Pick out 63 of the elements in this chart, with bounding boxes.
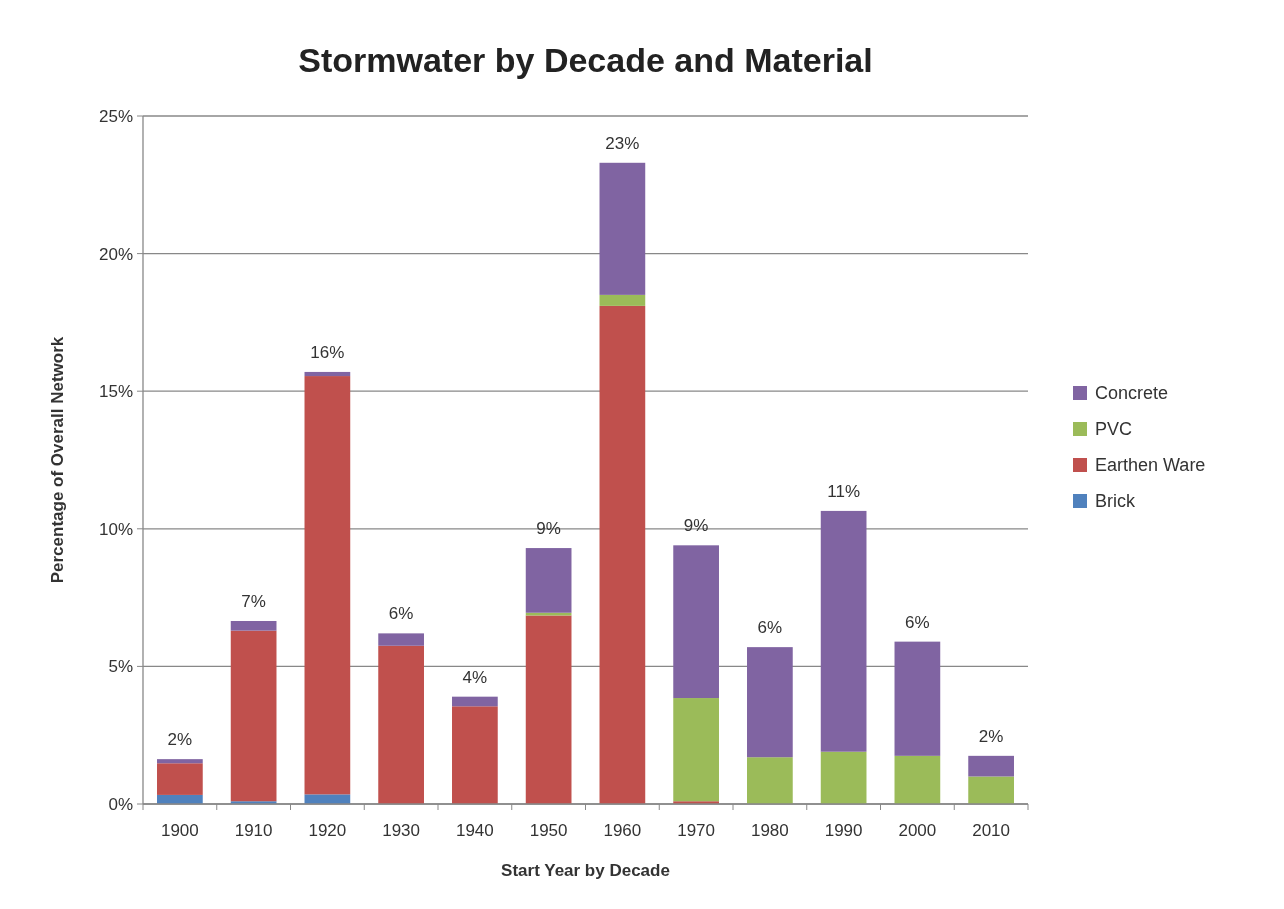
total-label: 2%	[978, 726, 1004, 746]
bar	[747, 757, 793, 804]
legend-label: Concrete	[1095, 383, 1169, 404]
bar	[599, 162, 646, 295]
bar	[230, 630, 277, 802]
bar	[894, 755, 941, 804]
total-label: 6%	[388, 604, 414, 624]
x-axis-title: Start Year by Decade	[501, 861, 670, 880]
bar	[525, 548, 572, 613]
bar	[157, 759, 203, 764]
y-axis-title: Percentage of Overall Network	[48, 336, 67, 584]
bar	[378, 645, 424, 804]
x-tick-label: 2010	[972, 821, 1011, 840]
y-tick-label: 15%	[98, 382, 133, 402]
legend-label: Brick	[1095, 491, 1136, 512]
y-tick-label: 0%	[108, 794, 133, 814]
bar	[452, 696, 498, 707]
total-label: 11%	[827, 481, 861, 501]
bar	[599, 305, 646, 804]
bar	[230, 620, 277, 631]
x-tick-label: 2000	[898, 821, 937, 840]
total-label: 6%	[757, 618, 783, 638]
bar	[525, 615, 572, 804]
bar	[304, 794, 351, 804]
bar	[378, 633, 424, 646]
bar	[452, 706, 498, 804]
bar	[820, 510, 867, 752]
total-label: 7%	[241, 591, 266, 611]
y-tick-label: 10%	[98, 519, 133, 539]
total-label: 6%	[905, 612, 930, 632]
x-tick-label: 1900	[160, 821, 199, 840]
legend-label: Earthen Ware	[1095, 455, 1206, 476]
x-tick-label: 1990	[824, 821, 863, 840]
total-label: 9%	[683, 516, 709, 536]
bar	[968, 776, 1014, 804]
x-tick-label: 1970	[677, 821, 716, 840]
total-label: 4%	[462, 667, 488, 687]
x-tick-label: 1930	[382, 821, 421, 840]
total-label: 2%	[167, 730, 193, 750]
total-label: 23%	[605, 133, 640, 153]
total-label: 9%	[536, 519, 561, 539]
x-tick-label: 1980	[750, 821, 789, 840]
x-tick-label: 1920	[308, 821, 347, 840]
x-tick-label: 1910	[234, 821, 273, 840]
bar	[673, 545, 719, 699]
bar	[968, 755, 1014, 777]
bar	[304, 371, 351, 377]
y-tick-label: 5%	[108, 657, 133, 677]
bar	[157, 763, 203, 795]
bar	[599, 294, 646, 306]
y-tick-label: 20%	[98, 244, 133, 264]
x-tick-label: 1940	[455, 821, 494, 840]
chart-title: Stormwater by Decade and Material	[298, 41, 873, 79]
bar	[747, 647, 793, 758]
bar	[673, 698, 719, 802]
x-tick-label: 1960	[603, 821, 642, 840]
y-tick-label: 25%	[98, 106, 133, 126]
total-label: 16%	[310, 342, 345, 362]
bar	[820, 751, 867, 804]
bar	[894, 641, 941, 756]
x-tick-label: 1950	[529, 821, 568, 840]
legend-label: PVC	[1095, 419, 1133, 440]
bar	[304, 376, 351, 795]
